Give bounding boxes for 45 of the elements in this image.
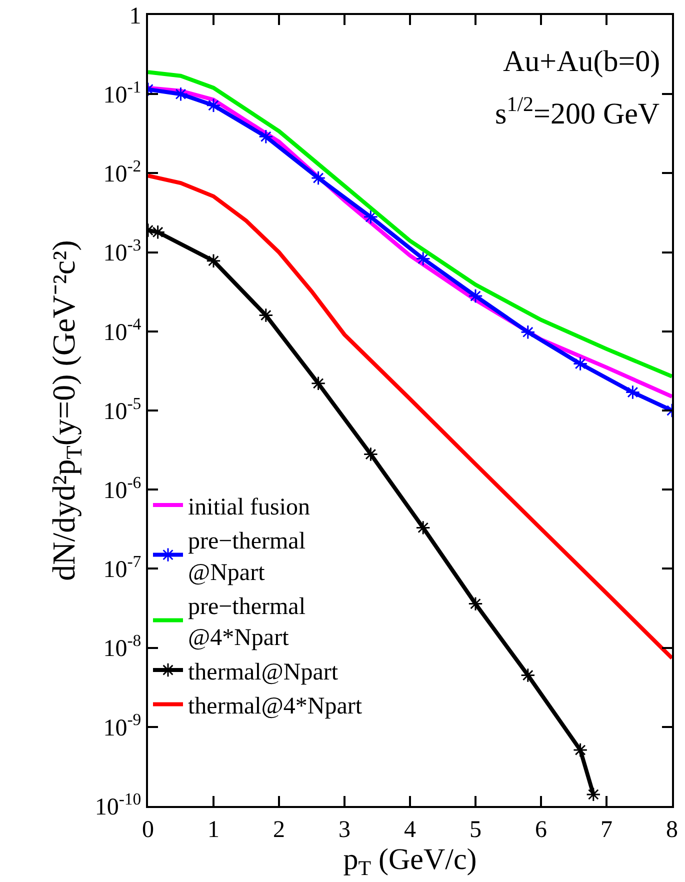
annotation: Au+Au(b=0) bbox=[503, 45, 660, 78]
point bbox=[572, 742, 588, 758]
x-tick-label: 6 bbox=[535, 816, 547, 843]
point bbox=[363, 210, 378, 224]
x-tick-label: 0 bbox=[142, 816, 154, 843]
x-tick-label: 3 bbox=[338, 816, 350, 843]
legend-label: initial fusion bbox=[188, 494, 310, 520]
x-tick-label: 2 bbox=[273, 816, 285, 843]
point bbox=[468, 288, 483, 304]
y-tick-label: 10$^{-6}$ bbox=[103, 472, 142, 504]
y-tick-label: 10$^{-10}$ bbox=[94, 789, 142, 820]
point bbox=[206, 253, 221, 268]
point bbox=[520, 324, 536, 340]
x-tick-label: 4 bbox=[404, 816, 416, 843]
x-tick-label: 8 bbox=[666, 816, 678, 843]
x-tick-label: 5 bbox=[470, 816, 482, 843]
x-axis-title: p$_{T}$ (GeV/c) bbox=[343, 842, 477, 880]
y-tick-label: 10$^{-9}$ bbox=[103, 710, 142, 742]
point bbox=[520, 668, 536, 683]
annotation: s$^{1/2}$=200 GeV bbox=[495, 92, 660, 131]
point bbox=[468, 596, 483, 612]
line-series bbox=[148, 174, 672, 660]
point bbox=[310, 170, 326, 186]
y-tick-label: 10$^{-3}$ bbox=[103, 236, 142, 267]
y-tick-label: 10$^{-2}$ bbox=[103, 156, 142, 188]
point bbox=[416, 251, 430, 266]
point bbox=[625, 384, 640, 400]
point bbox=[258, 129, 274, 144]
y-tick-label: 10$^{-1}$ bbox=[103, 77, 142, 108]
y-tick-label: 1 bbox=[129, 3, 142, 30]
y-tick-label: 10$^{-5}$ bbox=[103, 394, 142, 425]
point bbox=[310, 376, 326, 391]
point bbox=[586, 787, 601, 802]
point bbox=[572, 356, 588, 372]
point bbox=[258, 308, 274, 323]
point bbox=[206, 98, 221, 113]
legend-label: thermal@Npart bbox=[188, 659, 338, 686]
point bbox=[363, 446, 378, 462]
y-tick-label: 10$^{-8}$ bbox=[103, 631, 142, 662]
point bbox=[416, 520, 430, 536]
x-tick-label: 1 bbox=[208, 816, 220, 843]
y-tick-label: 10$^{-7}$ bbox=[103, 552, 142, 584]
legend-label: thermal@4*Npart bbox=[188, 694, 362, 720]
x-tick-label: 7 bbox=[600, 816, 612, 843]
y-tick-label: 10$^{-4}$ bbox=[103, 314, 142, 346]
